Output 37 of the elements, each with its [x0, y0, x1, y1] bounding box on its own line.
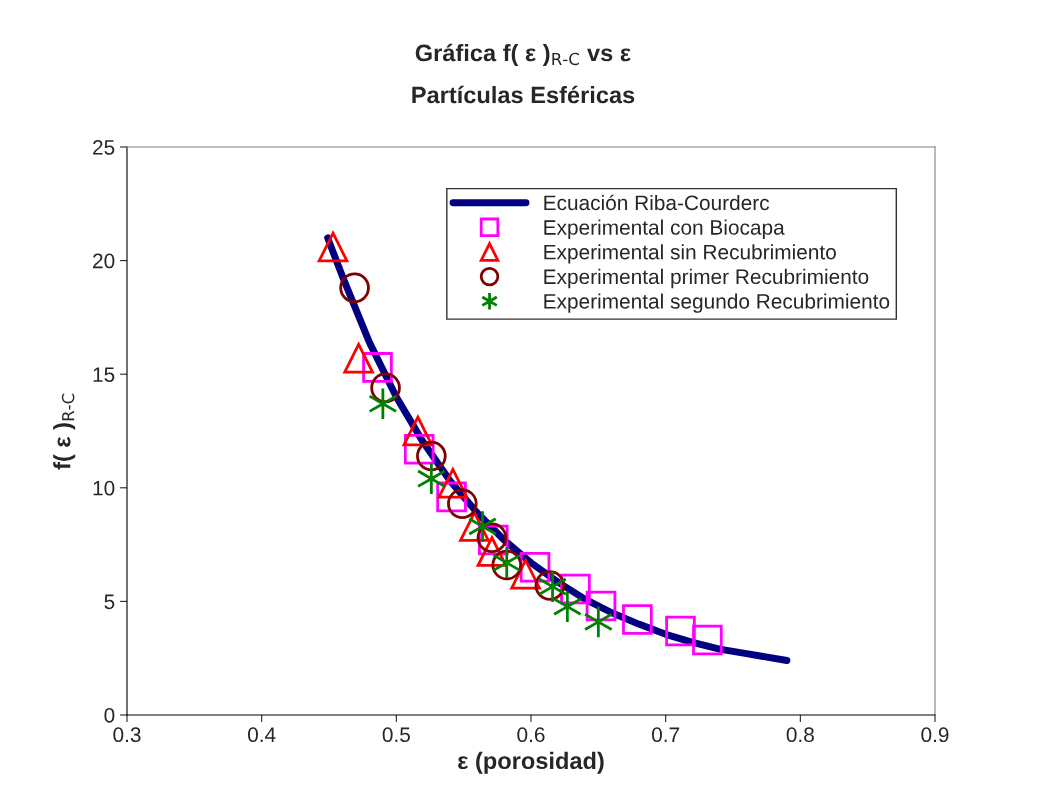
- legend-label: Experimental sin Recubrimiento: [544, 244, 836, 264]
- y-tick-label: 25: [93, 140, 115, 155]
- point: [416, 462, 446, 496]
- point: [416, 440, 447, 472]
- y-tick-label: 15: [93, 367, 115, 382]
- point: [368, 387, 398, 421]
- point: [437, 467, 469, 499]
- legend-label: Ecuación Riba-Courderc: [544, 194, 770, 211]
- chart-title: Gráfica f( ε )$_{R-C}$ vs ε: [415, 43, 631, 66]
- y-tick-label: 10: [93, 480, 115, 496]
- point: [447, 488, 478, 519]
- y-tick-label: 20: [93, 253, 115, 269]
- point: [467, 509, 498, 544]
- x-tick-label: 0.3: [113, 727, 141, 743]
- x-tick-label: 0.4: [248, 727, 276, 743]
- point: [692, 624, 723, 656]
- point: [402, 415, 434, 447]
- point: [552, 589, 582, 624]
- point: [583, 605, 613, 639]
- point: [665, 615, 696, 647]
- legend-label: Experimental con Biocapa: [544, 219, 785, 239]
- x-tick-label: 0.8: [786, 727, 814, 743]
- y-tick-label: 5: [104, 594, 115, 610]
- point: [339, 272, 370, 304]
- x-axis-title: ε (porosidad): [458, 751, 604, 774]
- point: [622, 604, 653, 635]
- x-tick-label: 0.9: [921, 727, 949, 743]
- y-tick-label: 0: [104, 708, 115, 723]
- x-tick-label: 0.5: [382, 727, 410, 743]
- chart-subtitle: Partículas Esféricas: [412, 85, 635, 104]
- y-axis-title: f( ε )$_{R-C}$: [53, 393, 76, 470]
- x-tick-label: 0.6: [517, 727, 545, 743]
- x-tick-label: 0.7: [652, 727, 680, 743]
- legend-label: Experimental segundo Recubrimiento: [544, 293, 890, 313]
- legend-label: Experimental primer Recubrimiento: [544, 268, 869, 289]
- point: [343, 343, 374, 374]
- point: [317, 231, 349, 263]
